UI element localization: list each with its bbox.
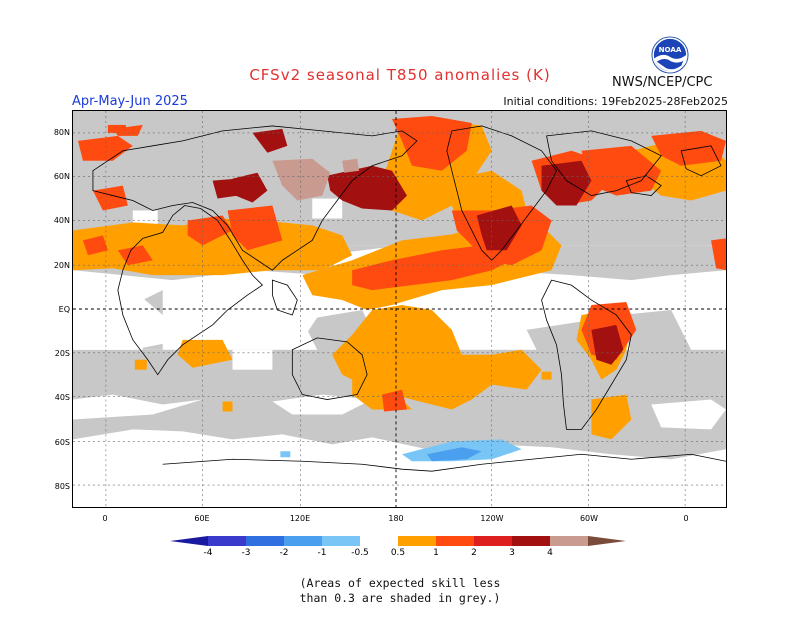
colorbar-segment-m1-m05	[322, 536, 360, 546]
colorbar-label-2: 2	[471, 548, 477, 558]
colorbar-segment-m2-m1	[284, 536, 322, 546]
lon-label-0-east: 0	[683, 514, 689, 523]
coastlines	[92, 125, 726, 472]
noaa-logo: NOAA	[651, 36, 689, 74]
chart-title: CFSv2 seasonal T850 anomalies (K)	[249, 66, 551, 84]
skill-note: (Areas of expected skill less than 0.3 a…	[0, 576, 800, 606]
colorbar-segment-2-3	[474, 536, 512, 546]
colorbar-label-m2: -2	[279, 548, 289, 558]
lat-label-40s: 40S	[54, 393, 70, 402]
colorbar-segment-1-2	[436, 536, 474, 546]
colorbar-label-m05: -0.5	[351, 548, 369, 558]
season-label: Apr-May-Jun 2025	[72, 94, 188, 109]
lat-label-20s: 20S	[54, 349, 70, 358]
grid-lines	[73, 111, 726, 507]
colorbar-label-4: 4	[547, 548, 553, 558]
skill-note-line-1: (Areas of expected skill less	[299, 576, 501, 590]
lat-label-eq: EQ	[58, 305, 70, 314]
colorbar-label-m4: -4	[203, 548, 213, 558]
colorbar-segment-m3-m2	[246, 536, 284, 546]
colorbar-segment-3-4	[512, 536, 550, 546]
lon-label-120w: 120W	[480, 514, 504, 523]
lon-label-120e: 120E	[289, 514, 311, 523]
colorbar-segment-05-1	[398, 536, 436, 546]
lat-label-20n: 20N	[53, 261, 70, 270]
logo-text: NOAA	[659, 45, 682, 54]
colorbar-label-m1: -1	[317, 548, 327, 558]
lon-label-60e: 60E	[194, 514, 210, 523]
colorbar-segment-below-m4	[170, 536, 208, 546]
colorbar-label-05: 0.5	[390, 548, 406, 558]
lat-label-40n: 40N	[53, 216, 70, 225]
lon-label-60w: 60W	[579, 514, 599, 523]
colorbar-segment-neutral	[360, 536, 398, 546]
skill-note-line-2: than 0.3 are shaded in grey.)	[299, 591, 501, 605]
lon-label-0: 0	[102, 514, 108, 523]
lat-label-80s: 80S	[54, 482, 70, 491]
colorbar-label-m3: -3	[241, 548, 251, 558]
agency-label: NWS/NCEP/CPC	[612, 75, 713, 90]
colorbar-segment-m4-m3	[208, 536, 246, 546]
colorbar-segment-above-4	[588, 536, 626, 546]
lat-label-80n: 80N	[53, 128, 70, 137]
initial-conditions-label: Initial conditions: 19Feb2025-28Feb2025	[503, 95, 728, 108]
colorbar-segment-4-up	[550, 536, 588, 546]
rose-warm-areas	[272, 158, 360, 201]
lat-label-60n: 60N	[53, 172, 70, 181]
colorbar-label-1: 1	[433, 548, 439, 558]
anomaly-map	[72, 110, 727, 508]
equator-dateline	[73, 111, 726, 507]
colorbar	[170, 536, 626, 546]
lat-label-60s: 60S	[54, 438, 70, 447]
lon-label-180: 180	[388, 514, 404, 523]
colorbar-label-3: 3	[509, 548, 515, 558]
